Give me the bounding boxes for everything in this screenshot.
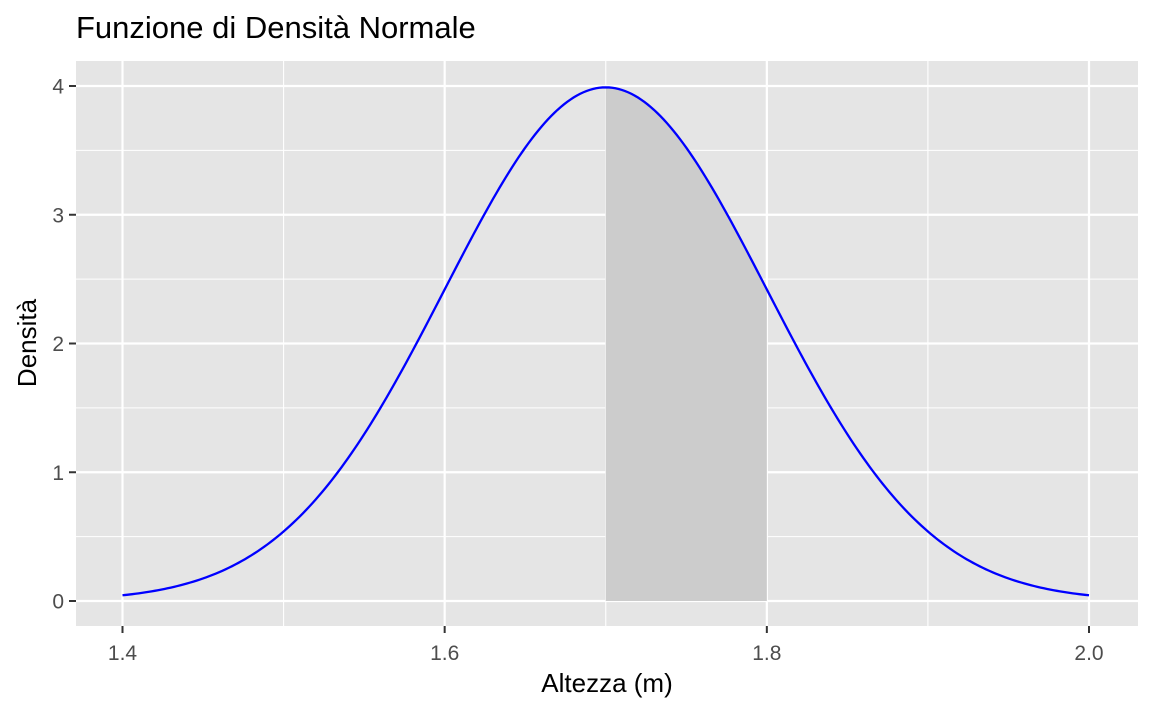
- x-axis: 1.4 1.6 1.8 2.0: [108, 626, 1104, 665]
- x-tick-label: 1.8: [752, 642, 781, 665]
- y-tick-label: 4: [52, 76, 64, 99]
- y-tick-label: 0: [52, 591, 64, 614]
- density-curve: [122, 86, 1090, 597]
- y-tick-label: 2: [52, 333, 64, 356]
- y-axis-title: Densità: [12, 298, 42, 387]
- x-axis-title: Altezza (m): [541, 668, 672, 698]
- y-axis: 0 1 2 3 4: [52, 76, 76, 614]
- x-tick-label: 2.0: [1074, 642, 1103, 665]
- y-tick-label: 1: [52, 462, 64, 485]
- x-tick-label: 1.6: [430, 642, 459, 665]
- y-tick-label: 3: [52, 204, 64, 227]
- x-tick-label: 1.4: [108, 642, 138, 665]
- chart-title: Funzione di Densità Normale: [76, 10, 476, 45]
- shaded-area: [605, 87, 767, 602]
